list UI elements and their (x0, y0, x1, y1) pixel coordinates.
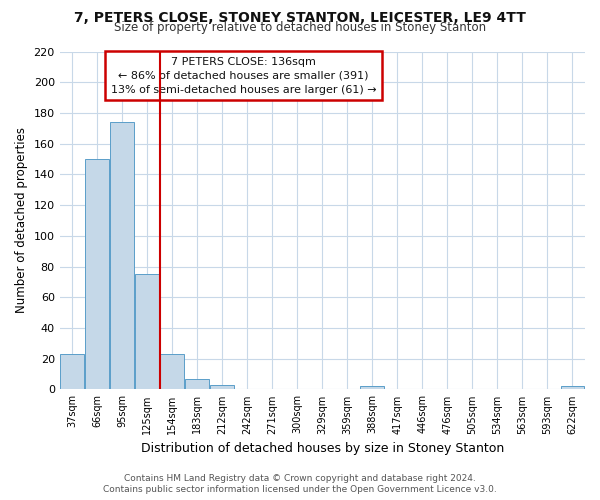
Text: Contains HM Land Registry data © Crown copyright and database right 2024.
Contai: Contains HM Land Registry data © Crown c… (103, 474, 497, 494)
Bar (110, 122, 134, 390)
Y-axis label: Number of detached properties: Number of detached properties (15, 128, 28, 314)
Text: 7 PETERS CLOSE: 136sqm
← 86% of detached houses are smaller (391)
13% of semi-de: 7 PETERS CLOSE: 136sqm ← 86% of detached… (111, 56, 376, 94)
Bar (85, 159, 109, 390)
X-axis label: Distribution of detached houses by size in Stoney Stanton: Distribution of detached houses by size … (141, 442, 504, 455)
Bar (211, 385, 234, 390)
Text: 7, PETERS CLOSE, STONEY STANTON, LEICESTER, LE9 4TT: 7, PETERS CLOSE, STONEY STANTON, LEICEST… (74, 11, 526, 25)
Bar (160, 354, 184, 390)
Bar (60, 354, 84, 390)
Bar (136, 274, 159, 390)
Text: Size of property relative to detached houses in Stoney Stanton: Size of property relative to detached ho… (114, 21, 486, 34)
Bar (185, 378, 209, 390)
Bar (560, 386, 584, 390)
Bar (361, 386, 384, 390)
